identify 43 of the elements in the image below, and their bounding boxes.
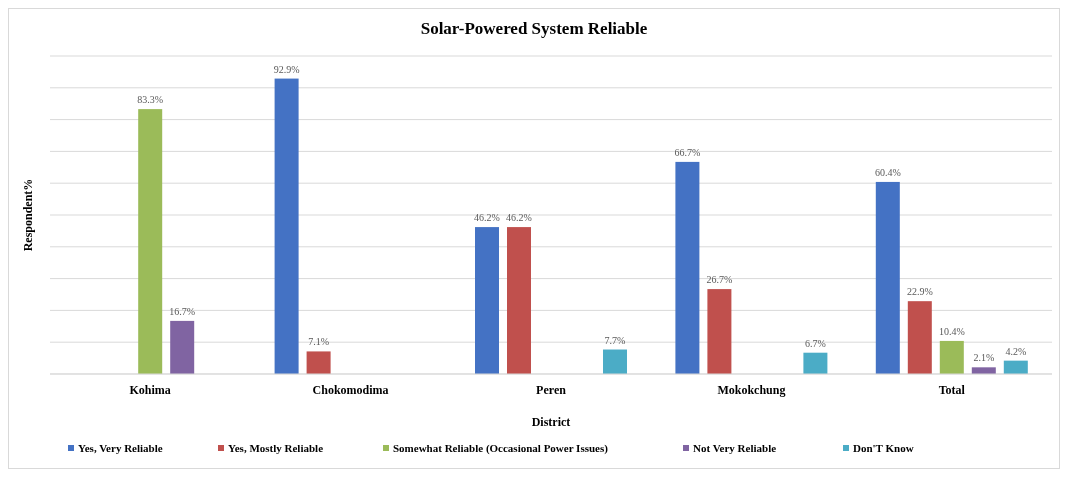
- x-tick-label: Mokokchung: [717, 383, 786, 397]
- data-label: 26.7%: [706, 274, 733, 286]
- data-label: 10.4%: [938, 325, 965, 337]
- bar: [475, 227, 499, 374]
- data-label: 46.2%: [506, 212, 532, 224]
- chart-title: Solar-Powered System Reliable: [420, 19, 648, 38]
- bar: [939, 340, 964, 374]
- x-axis-title: District: [531, 415, 571, 429]
- data-label: 83.3%: [137, 94, 164, 106]
- bar: [803, 352, 828, 374]
- x-tick-label: Total: [938, 383, 966, 397]
- data-label: 22.9%: [906, 286, 933, 298]
- bar: [707, 289, 732, 374]
- y-axis-title: Respondent%: [21, 178, 35, 252]
- data-label: 7.7%: [604, 334, 626, 346]
- bar: [170, 320, 195, 374]
- data-label: 46.2%: [474, 212, 500, 224]
- legend-label: Somewhat Reliable (Occasional Power Issues): [393, 442, 609, 455]
- data-label: 7.1%: [308, 336, 330, 348]
- bar: [875, 181, 900, 374]
- data-label: 66.7%: [674, 146, 701, 158]
- x-tick-label: Chokomodima: [312, 383, 389, 397]
- bar: [507, 227, 531, 374]
- bar: [138, 109, 163, 374]
- legend-label: Yes, Very Reliable: [78, 442, 163, 454]
- data-label: 92.9%: [273, 63, 300, 75]
- bar: [1003, 360, 1028, 374]
- legend-label: Not Very Reliable: [693, 442, 777, 454]
- data-label: 6.7%: [804, 337, 826, 349]
- x-tick-label: Kohima: [129, 383, 171, 397]
- legend-label: Don'T Know: [853, 442, 914, 454]
- bar: [907, 301, 932, 374]
- data-label: 2.1%: [973, 352, 995, 364]
- bar: [675, 161, 700, 374]
- data-label: 4.2%: [1005, 345, 1027, 357]
- data-label: 60.4%: [874, 166, 901, 178]
- bar: [971, 367, 996, 374]
- data-label: 16.7%: [169, 305, 196, 317]
- bar: [274, 78, 299, 374]
- bar: [603, 349, 627, 374]
- x-tick-label: Peren: [536, 383, 567, 397]
- legend-label: Yes, Mostly Reliable: [228, 442, 324, 454]
- bar: [306, 351, 331, 374]
